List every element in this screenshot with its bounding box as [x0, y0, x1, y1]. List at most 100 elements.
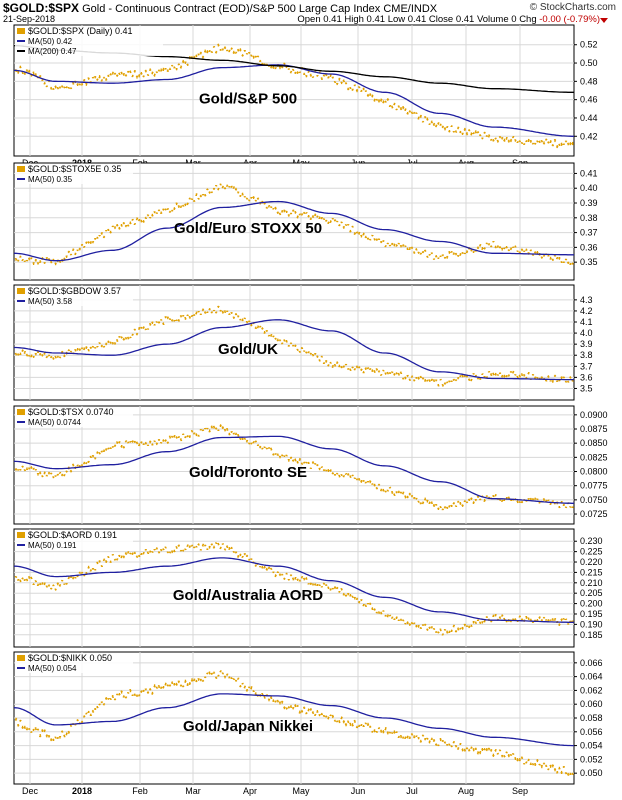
x-tick-label: 2018	[72, 786, 92, 796]
y-tick-label: 0.40	[580, 183, 598, 193]
ma50-line	[13, 435, 574, 504]
stockcharts-logo: © StockCharts.com	[529, 2, 616, 13]
legend-swatch-price	[17, 288, 25, 294]
header-description: Gold - Continuous Contract (EOD)/S&P 500…	[82, 3, 381, 15]
y-tick-label: 0.46	[580, 95, 598, 105]
y-tick-label: 0.195	[580, 609, 603, 619]
panel-6: 0.066 0.064 0.062 0.060 0.058 0.056 0.054 0.052…	[13, 651, 603, 796]
y-tick-label: 0.48	[580, 76, 598, 86]
legend-entry: $GOLD:$GBDOW 3.57	[28, 286, 121, 296]
legend-box	[15, 164, 133, 184]
legend-swatch-price	[17, 655, 25, 661]
y-tick-label: 4.1	[580, 317, 593, 327]
header-symbol: $GOLD:$SPX	[3, 1, 80, 15]
panel-title: Gold/UK	[218, 341, 278, 358]
panel-5: 0.2300.2250.2200.2150.2100.2050.2000.195…	[13, 528, 603, 648]
legend-entry: $GOLD:$STOX5E 0.35	[28, 164, 121, 174]
x-tick-label: Jun	[351, 786, 366, 796]
y-tick-label: 0.35	[580, 257, 598, 267]
y-tick-label: 4.3	[580, 295, 593, 305]
y-tick-label: 0.060	[580, 699, 603, 709]
y-tick-label: 0.220	[580, 557, 603, 567]
header-ohlc-values: Open 0.41 High 0.41 Low 0.41 Close 0.41 …	[297, 14, 537, 25]
y-tick-label: 0.39	[580, 198, 598, 208]
y-tick-label: 3.7	[580, 361, 593, 371]
panel-4: 0.0900 0.0875 0.0850 0.0825 0.0800 0.0775 0.07…	[13, 405, 608, 525]
y-tick-label: 4.2	[580, 306, 593, 316]
x-tick-label: Feb	[132, 786, 148, 796]
legend-entry: MA(50) 0.0744	[28, 418, 81, 427]
legend-box	[15, 407, 133, 427]
y-tick-label: 0.225	[580, 547, 603, 557]
y-tick-label: 0.210	[580, 578, 603, 588]
legend-entry: MA(50) 3.58	[28, 297, 73, 306]
legend-entry: MA(50) 0.054	[28, 664, 77, 673]
header-ohlc-readout: Open 0.41 High 0.41 Low 0.41 Close 0.41 …	[297, 14, 600, 25]
y-tick-label: 0.0800	[580, 467, 608, 477]
y-tick-label: 4.0	[580, 328, 593, 338]
y-tick-label: 0.0875	[580, 424, 608, 434]
legend-swatch-price	[17, 28, 25, 34]
y-tick-label: 0.062	[580, 685, 603, 695]
x-tick-label: Jul	[406, 786, 418, 796]
y-tick-label: 3.5	[580, 383, 593, 393]
y-tick-label: 0.064	[580, 672, 603, 682]
panel-3: 4.34.24.14.03.93.83.73.63.5 $GOLD:$GBDOW …	[13, 284, 593, 401]
y-tick-label: 0.0750	[580, 495, 608, 505]
y-tick-label: 0.054	[580, 741, 603, 751]
x-tick-label: Dec	[22, 786, 39, 796]
x-tick-label: Apr	[243, 786, 257, 796]
y-tick-label: 0.0825	[580, 452, 608, 462]
y-tick-label: 0.230	[580, 536, 603, 546]
legend-swatch-ma	[17, 178, 25, 180]
y-tick-label: 3.8	[580, 350, 593, 360]
y-tick-label: 0.066	[580, 658, 603, 668]
chart-header-title: $GOLD:$SPX Gold - Continuous Contract (E…	[3, 1, 437, 15]
ma50-line	[14, 200, 574, 262]
legend-entry: MA(50) 0.35	[28, 175, 73, 184]
y-tick-label: 0.0775	[580, 481, 608, 491]
panel-title: Gold/Toronto SE	[189, 464, 307, 481]
legend-swatch-ma	[17, 421, 25, 423]
y-tick-label: 3.6	[580, 372, 593, 382]
x-tick-label: Aug	[458, 786, 474, 796]
legend-swatch-price	[17, 409, 25, 415]
panel-title: Gold/S&P 500	[199, 91, 297, 108]
ma50-line	[14, 557, 574, 623]
y-tick-label: 0.058	[580, 713, 603, 723]
legend-entry: $GOLD:$SPX (Daily) 0.41	[28, 26, 133, 36]
y-tick-label: 0.0725	[580, 509, 608, 519]
legend-box	[15, 26, 163, 56]
y-tick-label: 0.185	[580, 630, 603, 640]
y-tick-label: 0.215	[580, 567, 603, 577]
y-tick-label: 0.190	[580, 619, 603, 629]
x-tick-label: Sep	[512, 786, 528, 796]
legend-swatch-ma	[17, 300, 25, 302]
y-tick-label: 0.050	[580, 768, 603, 778]
panel-2: 0.41 0.40 0.39 0.38 0.37 0.36 0.35 $GOLD:$STOX5…	[13, 162, 598, 281]
y-tick-label: 0.41	[580, 168, 598, 178]
y-tick-label: 0.38	[580, 213, 598, 223]
y-tick-label: 0.50	[580, 58, 598, 68]
legend-box	[15, 653, 133, 673]
legend-entry: $GOLD:$AORD 0.191	[28, 530, 117, 540]
y-tick-label: 0.37	[580, 228, 598, 238]
legend-swatch-price	[17, 532, 25, 538]
y-tick-label: 0.200	[580, 599, 603, 609]
legend-box	[15, 286, 133, 306]
panel-1: 0.52 0.50 0.48 0.46 0.44 0.42 $GOLD:$SPX (Dail…	[13, 24, 598, 168]
legend-entry: MA(50) 0.191	[28, 541, 77, 550]
legend-entry: MA(200) 0.47	[28, 47, 77, 56]
y-tick-label: 0.056	[580, 727, 603, 737]
ma50-line	[14, 319, 574, 381]
legend-swatch-ma	[17, 40, 25, 42]
x-tick-label: May	[292, 786, 310, 796]
panel-title: Gold/Euro STOXX 50	[174, 220, 322, 237]
y-tick-label: 0.0850	[580, 438, 608, 448]
y-tick-label: 0.0900	[580, 410, 608, 420]
y-tick-label: 0.052	[580, 754, 603, 764]
legend-swatch-ma	[17, 544, 25, 546]
legend-entry: $GOLD:$NIKK 0.050	[28, 653, 112, 663]
legend-entry: MA(50) 0.42	[28, 37, 73, 46]
x-tick-label: Mar	[185, 786, 201, 796]
